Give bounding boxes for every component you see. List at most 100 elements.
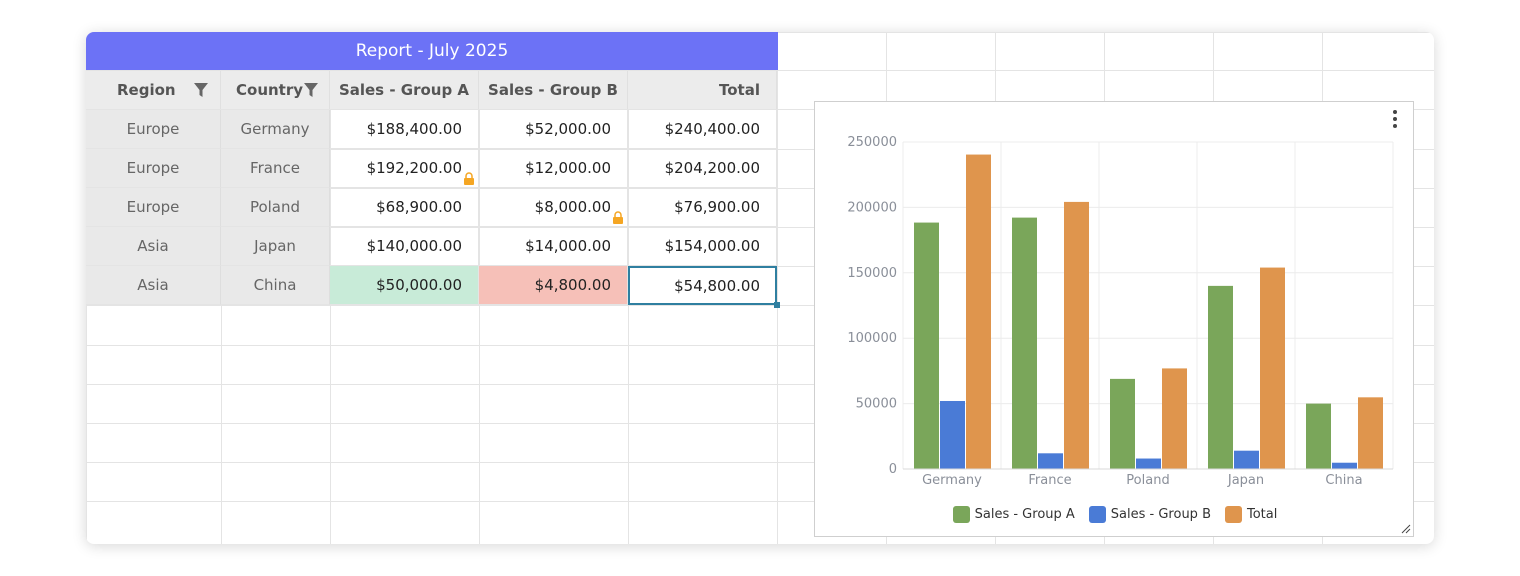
y-tick-label: 50000: [856, 397, 897, 412]
table-cell[interactable]: Europe: [86, 110, 221, 149]
table-cell[interactable]: Germany: [221, 110, 330, 149]
table-cell-text: $76,900.00: [674, 198, 760, 216]
bar: [1234, 450, 1259, 469]
table-cell[interactable]: Asia: [86, 227, 221, 266]
spreadsheet-frame: Report - July 2025 Region Country Sales - …: [86, 32, 1434, 544]
legend-label: Total: [1246, 507, 1278, 522]
y-tick-label: 150000: [847, 266, 897, 281]
table-cell[interactable]: $4,800.00: [479, 266, 628, 305]
table-cell[interactable]: Europe: [86, 149, 221, 188]
bar: [1038, 453, 1063, 469]
x-tick-label: Japan: [1227, 473, 1264, 488]
table-cell-text: $54,800.00: [674, 276, 760, 295]
filter-icon[interactable]: [193, 82, 209, 98]
fill-handle[interactable]: [774, 302, 780, 308]
table-cell-text: $50,000.00: [376, 276, 462, 294]
y-tick-label: 200000: [847, 200, 897, 215]
table-cell-text: Asia: [137, 237, 169, 255]
legend-swatch: [952, 506, 970, 523]
table-cell[interactable]: $76,900.00: [628, 188, 777, 227]
bar: [1306, 403, 1331, 469]
table-cell[interactable]: Japan: [221, 227, 330, 266]
header-total[interactable]: Total: [628, 71, 777, 109]
chart-legend: Sales - Group A Sales - Group B Total: [815, 506, 1415, 523]
header-region-text: Region: [117, 81, 176, 99]
bar: [1332, 462, 1357, 469]
legend-item[interactable]: Sales - Group B: [1088, 506, 1211, 523]
table-cell-text: $12,000.00: [525, 159, 611, 177]
legend-swatch: [1224, 506, 1242, 523]
header-sales-a[interactable]: Sales - Group A: [330, 71, 479, 109]
table-cell[interactable]: Europe: [86, 188, 221, 227]
y-tick-label: 250000: [847, 135, 897, 150]
legend-swatch: [1088, 506, 1106, 523]
table-cell-text: $68,900.00: [376, 198, 462, 216]
header-country[interactable]: Country: [221, 71, 330, 109]
selected-cell[interactable]: $54,800.00: [628, 266, 780, 308]
table-cell[interactable]: $140,000.00: [330, 227, 479, 266]
table-cell[interactable]: Asia: [86, 266, 221, 305]
bar: [914, 222, 939, 469]
table-cell[interactable]: $14,000.00: [479, 227, 628, 266]
table-cell-text: $52,000.00: [525, 120, 611, 138]
header-sales-b-text: Sales - Group B: [488, 81, 618, 99]
bar: [940, 400, 965, 469]
legend-label: Sales - Group A: [974, 507, 1075, 522]
header-sales-b[interactable]: Sales - Group B: [479, 71, 628, 109]
x-tick-label: France: [1028, 473, 1071, 488]
bar: [1136, 458, 1161, 469]
table-cell-text: $4,800.00: [534, 276, 611, 294]
header-sales-a-text: Sales - Group A: [338, 81, 470, 99]
table-cell-text: Europe: [126, 159, 180, 177]
table-cell-text: Germany: [240, 120, 310, 138]
legend-item[interactable]: Total: [1224, 506, 1278, 523]
table-cell-text: $154,000.00: [664, 237, 760, 255]
resize-handle-icon[interactable]: [1401, 524, 1411, 534]
bar: [1162, 368, 1187, 469]
header-region[interactable]: Region: [86, 71, 221, 109]
table-cell[interactable]: $240,400.00: [628, 110, 777, 149]
table-cell[interactable]: $50,000.00: [330, 266, 479, 305]
kebab-menu-icon[interactable]: [1393, 110, 1399, 131]
legend-item[interactable]: Sales - Group A: [952, 506, 1075, 523]
table-cell[interactable]: $192,200.00: [330, 149, 479, 188]
table-cell[interactable]: $68,900.00: [330, 188, 479, 227]
table-cell[interactable]: $204,200.00: [628, 149, 777, 188]
table-cell-text: $8,000.00: [534, 198, 611, 216]
table-cell-text: $14,000.00: [525, 237, 611, 255]
table-cell-text: $188,400.00: [366, 120, 462, 138]
table-cell[interactable]: $154,000.00: [628, 227, 777, 266]
lock-icon: [464, 172, 474, 185]
bar-chart: 0 50000 100000 150000 200000 250000 Germany Fra…: [847, 135, 1394, 488]
table-cell-text: France: [250, 159, 300, 177]
table-cell[interactable]: France: [221, 149, 330, 188]
table-cell[interactable]: $52,000.00: [479, 110, 628, 149]
x-tick-label: Germany: [922, 473, 982, 488]
table-cell[interactable]: $8,000.00: [479, 188, 628, 227]
table-cell-text: $140,000.00: [366, 237, 462, 255]
table-cell[interactable]: $12,000.00: [479, 149, 628, 188]
table-cell-text: Poland: [249, 198, 301, 216]
bar: [1110, 378, 1135, 469]
bar: [1208, 285, 1233, 469]
table-cell[interactable]: Poland: [221, 188, 330, 227]
table-cell-text: China: [253, 276, 297, 294]
filter-icon[interactable]: [303, 82, 319, 98]
table-cell-text: Europe: [126, 198, 180, 216]
header-country-text: Country: [236, 81, 304, 99]
table-cell-text: $204,200.00: [664, 159, 760, 177]
legend-label: Sales - Group B: [1110, 507, 1211, 522]
bar: [966, 154, 991, 469]
table-cell-text: Japan: [254, 237, 296, 255]
table-cell[interactable]: $188,400.00: [330, 110, 479, 149]
bar: [1260, 267, 1285, 469]
chart-panel[interactable]: 0 50000 100000 150000 200000 250000 Germany Fra…: [814, 101, 1414, 537]
report-title[interactable]: Report - July 2025: [86, 32, 778, 70]
bar: [1064, 201, 1089, 469]
x-tick-label: China: [1325, 473, 1362, 488]
table-cell[interactable]: China: [221, 266, 330, 305]
table-cell-text: $240,400.00: [664, 120, 760, 138]
lock-icon: [613, 211, 623, 224]
table-cell-text: Asia: [137, 276, 169, 294]
bar: [1012, 217, 1037, 469]
